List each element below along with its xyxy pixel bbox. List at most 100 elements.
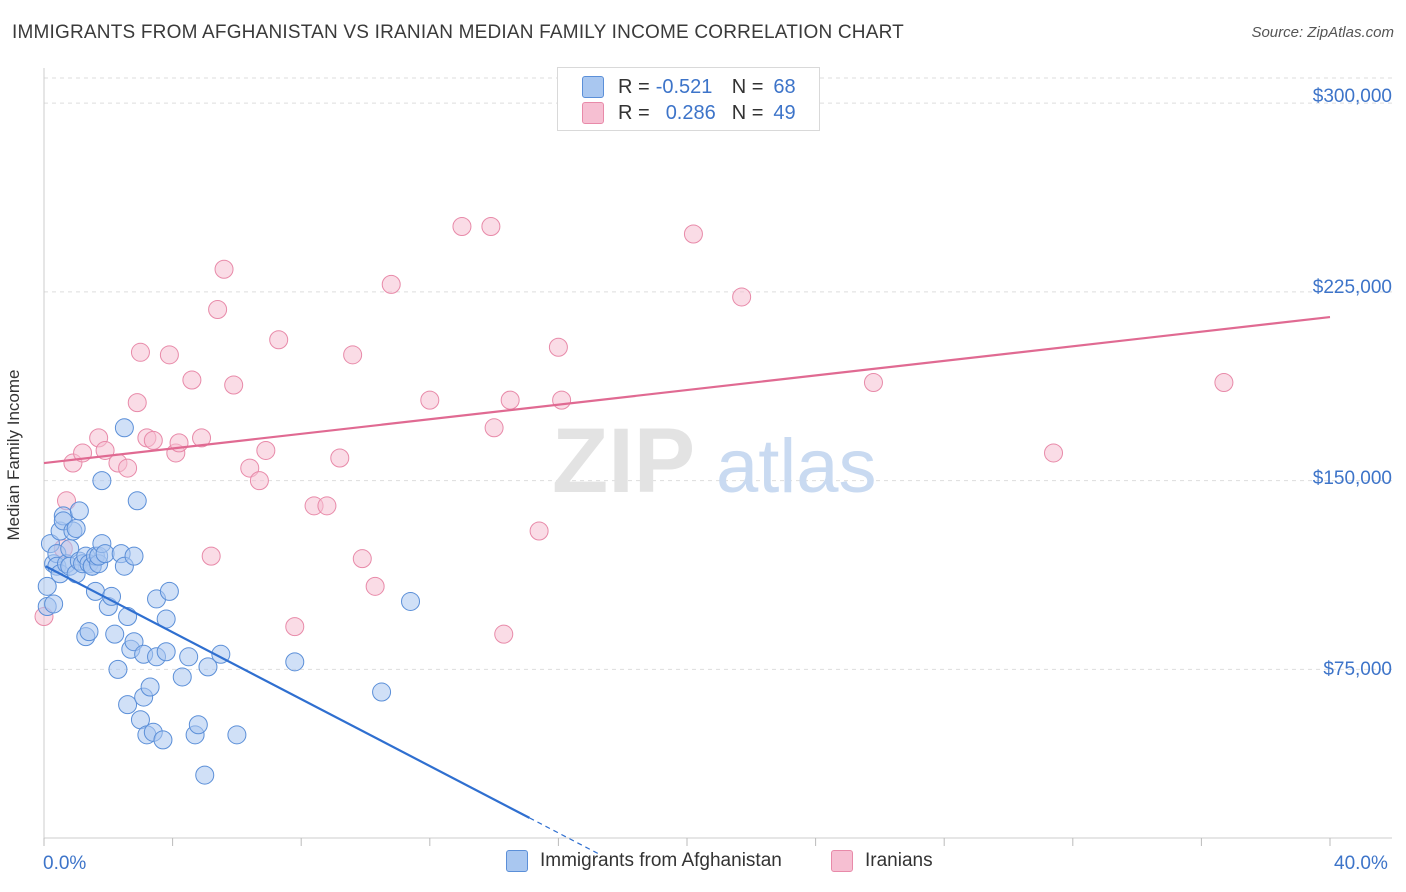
data-point-afghanistan [44, 594, 64, 614]
x-tick-label-min: 0.0% [43, 853, 87, 874]
y-tick-label: $150,000 [1312, 468, 1392, 489]
legend-swatch-pink [831, 850, 853, 872]
legend-swatch-blue [582, 76, 604, 98]
data-point-iranians [481, 216, 501, 236]
data-point-iranians [494, 624, 514, 644]
data-point-iranians [249, 471, 269, 491]
legend-n-label: N = [731, 75, 764, 98]
y-tick-label: $75,000 [1323, 659, 1392, 680]
data-point-iranians [208, 300, 228, 320]
legend-r-label: R = [618, 101, 650, 124]
data-point-afghanistan [156, 642, 176, 662]
data-point-afghanistan [118, 607, 138, 627]
data-point-afghanistan [79, 622, 99, 642]
afghanistan-points [37, 418, 421, 785]
data-point-iranians [500, 390, 520, 410]
data-point-afghanistan [127, 491, 147, 511]
legend-label: Iranians [865, 850, 933, 871]
data-point-iranians [683, 224, 703, 244]
data-point-iranians [452, 216, 472, 236]
data-point-afghanistan [401, 591, 421, 611]
data-point-iranians [365, 576, 385, 596]
data-point-afghanistan [92, 471, 112, 491]
legend-n-label: N = [731, 101, 764, 124]
data-point-iranians [214, 259, 234, 279]
data-point-afghanistan [124, 546, 144, 566]
data-point-afghanistan [159, 581, 179, 601]
data-point-afghanistan [114, 418, 134, 438]
legend-label: Immigrants from Afghanistan [540, 850, 782, 871]
y-axis-label: Median Family Income [4, 369, 23, 541]
data-point-iranians [143, 430, 163, 450]
source-label: Source: ZipAtlas.com [1251, 24, 1394, 41]
axes [43, 68, 1392, 846]
data-point-iranians [548, 337, 568, 357]
legend-n-value: 68 [773, 75, 796, 98]
data-point-iranians [130, 342, 150, 362]
data-point-afghanistan [153, 730, 173, 750]
trend-line-afghanistan [45, 565, 530, 819]
data-point-iranians [118, 458, 138, 478]
trend-line-afghanistan-extension [529, 817, 601, 856]
data-point-iranians [381, 274, 401, 294]
data-point-afghanistan [188, 715, 208, 735]
data-point-afghanistan [66, 518, 86, 538]
data-point-iranians [159, 345, 179, 365]
trend-line-iranians [43, 315, 1331, 465]
data-point-afghanistan [372, 682, 392, 702]
legend-swatch-pink [582, 102, 604, 124]
data-point-iranians [317, 496, 337, 516]
legend-swatch-blue [506, 850, 528, 872]
data-point-iranians [352, 549, 372, 569]
legend-r-value: -0.521 [655, 75, 713, 98]
data-point-afghanistan [285, 652, 305, 672]
data-point-afghanistan [140, 677, 160, 697]
data-point-afghanistan [172, 667, 192, 687]
legend-item-iranians[interactable]: Iranians [831, 850, 933, 872]
y-tick-label: $225,000 [1312, 277, 1392, 298]
legend-row-iranians: R = 0.286 N = 49 [582, 100, 796, 126]
legend-row-afghanistan: R = -0.521 N = 68 [582, 74, 796, 100]
data-point-iranians [285, 617, 305, 637]
data-point-afghanistan [95, 544, 115, 564]
data-point-iranians [552, 390, 572, 410]
data-point-iranians [420, 390, 440, 410]
data-point-iranians [529, 521, 549, 541]
data-point-afghanistan [195, 765, 215, 785]
data-point-iranians [343, 345, 363, 365]
data-point-iranians [256, 440, 276, 460]
data-point-iranians [863, 373, 883, 393]
data-point-iranians [1044, 443, 1064, 463]
data-point-iranians [732, 287, 752, 307]
data-point-afghanistan [37, 576, 57, 596]
data-point-afghanistan [179, 647, 199, 667]
data-point-iranians [1214, 373, 1234, 393]
legend-item-afghanistan[interactable]: Immigrants from Afghanistan [506, 850, 782, 872]
data-point-iranians [224, 375, 244, 395]
data-point-afghanistan [105, 624, 125, 644]
watermark-atlas: atlas [716, 424, 877, 509]
data-point-afghanistan [227, 725, 247, 745]
legend-n-value: 49 [773, 101, 796, 124]
data-point-afghanistan [69, 501, 89, 521]
data-point-iranians [201, 546, 221, 566]
data-point-afghanistan [124, 632, 144, 652]
chart-title: IMMIGRANTS FROM AFGHANISTAN VS IRANIAN M… [12, 22, 904, 43]
data-point-afghanistan [108, 659, 128, 679]
correlation-legend: R = -0.521 N = 68 R = 0.286 N = 49 [557, 67, 820, 131]
data-point-iranians [484, 418, 504, 438]
watermark-zip: ZIP [552, 410, 695, 512]
y-tick-label: $300,000 [1312, 86, 1392, 107]
data-point-afghanistan [118, 695, 138, 715]
data-point-iranians [240, 458, 260, 478]
legend-r-label: R = [618, 75, 650, 98]
x-tick-label-max: 40.0% [1334, 853, 1388, 874]
legend-r-value: 0.286 [665, 101, 716, 124]
trend-lines [43, 315, 1331, 856]
data-point-iranians [330, 448, 350, 468]
series-legend: Immigrants from Afghanistan Iranians [0, 850, 1406, 880]
data-point-iranians [269, 330, 289, 350]
data-point-iranians [182, 370, 202, 390]
data-point-afghanistan [198, 657, 218, 677]
